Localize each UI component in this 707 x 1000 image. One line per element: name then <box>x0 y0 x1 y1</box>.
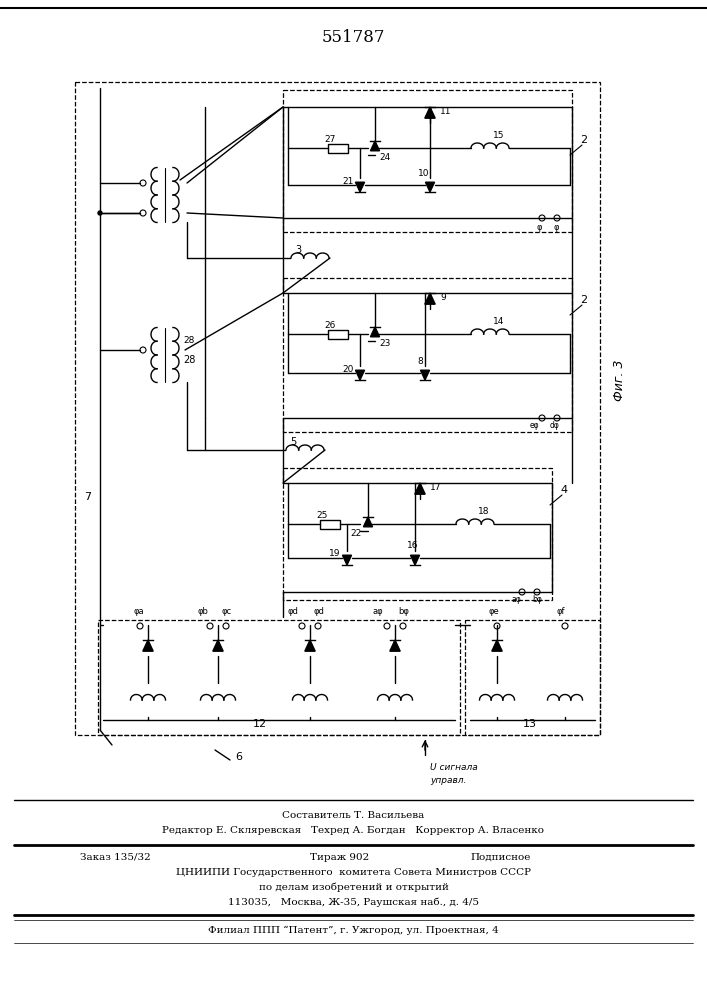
Bar <box>328 143 348 152</box>
Text: 3: 3 <box>295 245 301 255</box>
Polygon shape <box>356 370 365 380</box>
Polygon shape <box>370 327 380 337</box>
Text: 8: 8 <box>417 357 423 365</box>
Text: φf: φf <box>557 607 566 616</box>
Text: Заказ 135/32: Заказ 135/32 <box>80 853 151 862</box>
Polygon shape <box>425 107 436 118</box>
Polygon shape <box>356 182 365 192</box>
Text: 20: 20 <box>342 364 354 373</box>
Bar <box>465 620 600 735</box>
Polygon shape <box>411 555 419 565</box>
Text: Филиал ППП “Патент”, г. Ужгород, ул. Проектная, 4: Филиал ППП “Патент”, г. Ужгород, ул. Про… <box>208 926 499 935</box>
Bar <box>328 330 348 338</box>
Text: 13: 13 <box>523 719 537 729</box>
Text: φ: φ <box>554 223 559 232</box>
Text: Подписное: Подписное <box>470 853 530 862</box>
Text: φc: φc <box>222 607 232 616</box>
Text: 4: 4 <box>560 485 567 495</box>
Text: 16: 16 <box>407 542 419 550</box>
Polygon shape <box>342 555 351 565</box>
Text: eφ: eφ <box>530 421 539 430</box>
Text: φd: φd <box>314 607 325 616</box>
Text: U сигнала: U сигнала <box>430 763 478 772</box>
Text: 27: 27 <box>324 135 335 144</box>
Polygon shape <box>363 517 373 527</box>
Text: 9: 9 <box>440 294 445 302</box>
Text: 6: 6 <box>235 752 242 762</box>
Polygon shape <box>421 370 430 380</box>
Text: ЦНИИПИ Государственного  комитета Совета Министров СССР: ЦНИИПИ Государственного комитета Совета … <box>176 868 531 877</box>
Text: 5: 5 <box>290 437 296 447</box>
Text: 22: 22 <box>350 528 361 538</box>
Text: Фиг. 3: Фиг. 3 <box>614 359 626 401</box>
Polygon shape <box>305 640 315 651</box>
Text: φe: φe <box>489 607 500 616</box>
Bar <box>283 278 572 432</box>
Polygon shape <box>213 640 223 651</box>
Text: управл.: управл. <box>430 776 467 785</box>
Polygon shape <box>370 141 380 151</box>
Text: 10: 10 <box>418 168 429 178</box>
Text: bφ: bφ <box>532 595 542 604</box>
Text: 12: 12 <box>253 719 267 729</box>
Text: Редактор Е. Скляревская   Техред А. Богдан   Корректор А. Власенко: Редактор Е. Скляревская Техред А. Богдан… <box>163 826 544 835</box>
Circle shape <box>98 211 102 215</box>
Text: Составитель Т. Васильева: Составитель Т. Васильева <box>282 811 425 820</box>
Bar <box>98 620 460 735</box>
Bar <box>75 82 600 735</box>
Polygon shape <box>143 640 153 651</box>
Text: 23: 23 <box>379 338 390 348</box>
Text: 21: 21 <box>342 176 354 186</box>
Text: bφ: bφ <box>398 607 409 616</box>
Text: 11: 11 <box>440 107 452 116</box>
Polygon shape <box>415 483 425 494</box>
Text: 25: 25 <box>316 512 327 520</box>
Text: по делам изобретений и открытий: по делам изобретений и открытий <box>259 882 448 892</box>
Text: φa: φa <box>134 607 145 616</box>
Text: 14: 14 <box>493 318 504 326</box>
Text: 24: 24 <box>379 152 390 161</box>
Bar <box>283 90 572 232</box>
Text: 2: 2 <box>580 295 587 305</box>
Text: φb: φb <box>198 607 209 616</box>
Text: 15: 15 <box>493 131 505 140</box>
Text: dφ: dφ <box>550 421 560 430</box>
Text: φd: φd <box>288 607 299 616</box>
Bar <box>283 468 552 600</box>
Polygon shape <box>426 182 435 192</box>
Polygon shape <box>492 640 502 651</box>
Text: 17: 17 <box>430 484 441 492</box>
Text: 2: 2 <box>580 135 587 145</box>
Text: 113035,   Москва, Ж-35, Раушская наб., д. 4/5: 113035, Москва, Ж-35, Раушская наб., д. … <box>228 898 479 907</box>
Text: 28: 28 <box>183 336 194 345</box>
Text: 28: 28 <box>183 355 195 365</box>
Polygon shape <box>390 640 400 651</box>
Text: 18: 18 <box>478 508 489 516</box>
Text: 7: 7 <box>84 492 92 502</box>
Text: 19: 19 <box>329 550 341 558</box>
Text: φ: φ <box>537 223 542 232</box>
Text: Тираж 902: Тираж 902 <box>310 853 369 862</box>
Text: 26: 26 <box>324 322 335 330</box>
Bar <box>320 520 340 528</box>
Text: 551787: 551787 <box>322 29 385 46</box>
Text: aφ: aφ <box>373 607 384 616</box>
Polygon shape <box>425 293 436 304</box>
Text: aφ: aφ <box>512 595 522 604</box>
